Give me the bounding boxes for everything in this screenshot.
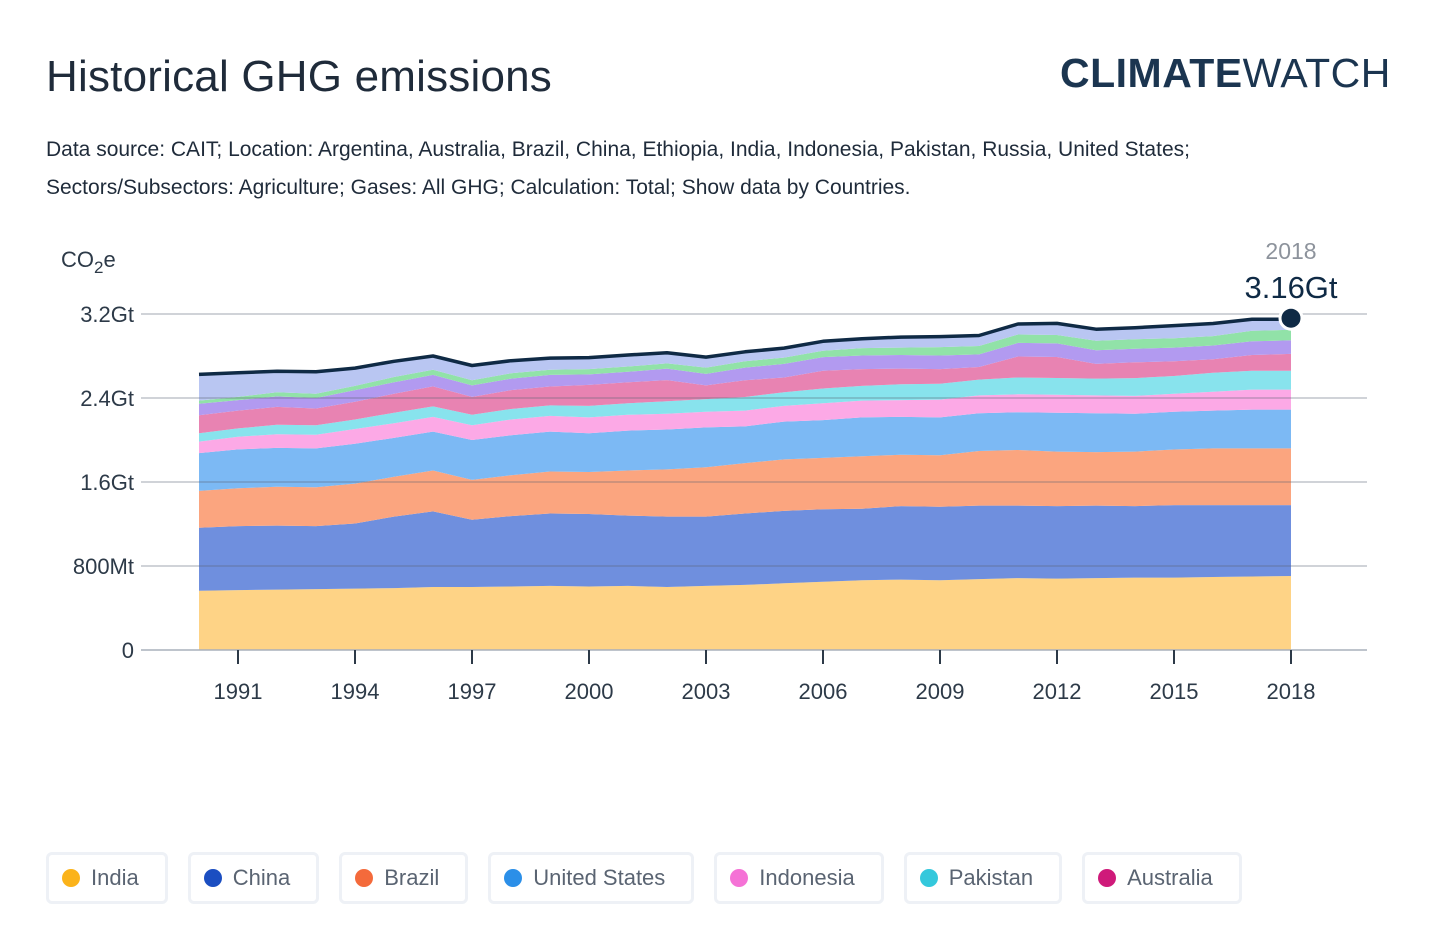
y-tick-label: 1.6Gt xyxy=(80,470,134,495)
climatewatch-logo[interactable]: CLIMATEWATCH xyxy=(1060,50,1391,97)
y-tick-label: 3.2Gt xyxy=(80,302,134,327)
legend-label: China xyxy=(232,865,291,890)
x-tick-label: 1991 xyxy=(214,679,263,704)
area-argentina xyxy=(199,340,1291,416)
legend-item-australia[interactable]: Australia xyxy=(1082,852,1242,904)
legend-item-pakistan[interactable]: Pakistan xyxy=(903,852,1063,904)
legend-label: Pakistan xyxy=(948,865,1034,890)
logo-bold-text: CLIMATE xyxy=(1060,50,1243,96)
stacked-area-chart: CO2e 0 800Mt 1.6Gt 2.4Gt 3.2Gt 1991 1994 1997 200… xyxy=(61,238,1367,704)
legend-label: Indonesia xyxy=(759,865,855,890)
y-tick-label: 800Mt xyxy=(73,554,134,579)
highlight-point xyxy=(1278,305,1304,331)
subtitle-line-2: Sectors/Subsectors: Agriculture; Gases: … xyxy=(46,176,911,199)
x-tick-label: 2006 xyxy=(799,679,848,704)
legend-label: Australia xyxy=(1127,865,1213,890)
legend-color-dot xyxy=(919,869,938,887)
y-tick-label: 2.4Gt xyxy=(80,386,134,411)
chart-title: Historical GHG emissions xyxy=(46,52,553,101)
highlight-value-label: 3.16Gt xyxy=(1244,270,1337,305)
legend-color-dot xyxy=(203,869,222,887)
area-indonesia xyxy=(199,389,1291,454)
area-ethiopia xyxy=(199,329,1291,404)
legend-color-dot xyxy=(1098,869,1117,887)
total-line xyxy=(198,317,1292,377)
x-tick-label: 2009 xyxy=(916,679,965,704)
logo-regular-text: WATCH xyxy=(1242,50,1391,96)
highlight-year-label: 2018 xyxy=(1265,238,1316,264)
legend-color-dot xyxy=(62,869,80,887)
legend-label: Brazil xyxy=(384,865,440,890)
area-brazil xyxy=(199,448,1291,528)
x-tick-label: 1997 xyxy=(448,679,497,704)
x-tick-label: 2003 xyxy=(682,679,731,704)
legend-item-united-states[interactable]: United States xyxy=(488,852,695,904)
legend-item-brazil[interactable]: Brazil xyxy=(339,852,469,904)
legend: India China Brazil United States Indonesia Pa… xyxy=(46,852,1242,904)
legend-label: India xyxy=(91,865,139,890)
legend-item-china[interactable]: China xyxy=(187,852,320,904)
legend-item-india[interactable]: India xyxy=(46,852,168,904)
x-tick-label: 2018 xyxy=(1267,679,1316,704)
x-tick-label: 2015 xyxy=(1150,679,1199,704)
legend-item-indonesia[interactable]: Indonesia xyxy=(714,852,884,904)
area-australia xyxy=(199,353,1291,434)
area-united-states xyxy=(199,409,1291,491)
area-china xyxy=(199,505,1291,591)
legend-color-dot xyxy=(504,869,523,887)
x-tick-label: 1994 xyxy=(331,679,380,704)
legend-color-dot xyxy=(730,869,749,887)
subtitle-line-1: Data source: CAIT; Location: Argentina, … xyxy=(46,138,1190,161)
legend-color-dot xyxy=(355,869,374,887)
y-axis-label: CO2e xyxy=(61,247,116,277)
area-india xyxy=(199,576,1291,650)
area-russia xyxy=(199,319,1291,401)
legend-label: United States xyxy=(533,865,666,890)
x-tick-label: 2000 xyxy=(565,679,614,704)
x-tick-label: 2012 xyxy=(1033,679,1082,704)
y-tick-label: 0 xyxy=(122,638,134,663)
chart-subtitle: Data source: CAIT; Location: Argentina, … xyxy=(46,131,1376,207)
area-pakistan xyxy=(199,370,1291,442)
